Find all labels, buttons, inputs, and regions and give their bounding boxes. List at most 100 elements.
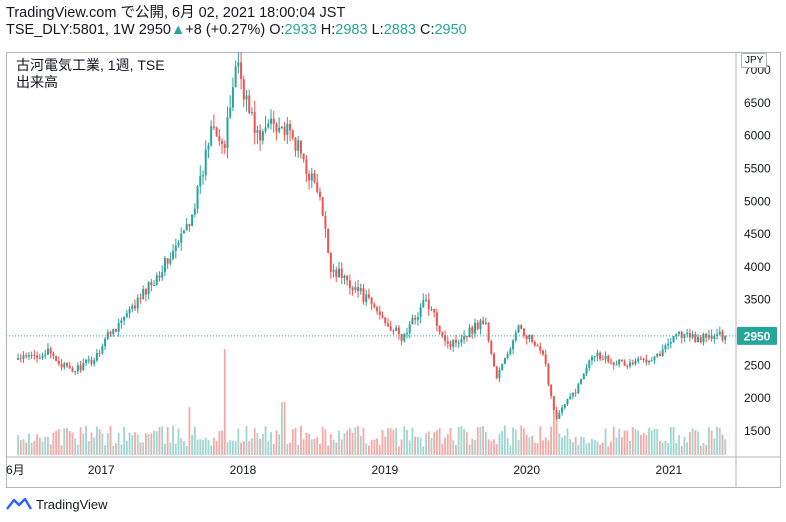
volume-bar [574,436,577,455]
candle-body [512,340,515,350]
candle-body [414,317,417,320]
volume-bar [498,433,501,455]
candle-body [582,373,585,380]
candle-body [694,334,697,343]
volume-bar [721,434,724,455]
candle-body [313,173,316,183]
candle-body [299,140,302,154]
candle-body [346,275,349,281]
volume-bar [563,435,566,455]
candle-body [658,353,661,356]
candle-body [601,359,604,361]
volume-bar [204,437,207,455]
volume-bar [607,446,610,455]
candle-body [677,331,680,334]
candle-body [44,354,47,356]
volume-bar [487,439,490,455]
volume-bar [253,428,256,455]
candle-body [68,365,71,369]
candle-body [161,272,164,278]
volume-bar [28,433,30,455]
volume-bar [629,440,631,455]
chart-canvas[interactable]: 1500200025003000350040004500500055006000… [6,52,781,488]
candle-body [609,361,612,363]
volume-bar [264,426,267,455]
candle-body [517,325,520,333]
volume-bar [370,439,373,455]
candle-body [55,355,58,361]
candle-body [506,354,509,359]
candle-body [433,308,436,313]
candle-body [473,322,476,334]
candle-body [688,332,691,338]
candle-body [444,335,447,342]
candle-body [471,327,474,334]
candle-body [563,404,566,408]
volume-bar [501,431,504,455]
candle-body [46,348,49,355]
volume-bar [294,427,297,455]
volume-bar [338,430,340,455]
candle-body [215,127,218,137]
candle-body [19,358,22,360]
volume-bar [68,430,71,455]
volume-bar [582,437,585,455]
volume-bar [482,426,485,455]
volume-bar [98,429,101,455]
volume-bar [460,426,463,455]
candle-body [566,398,569,405]
candle-body [427,299,430,310]
candle-body [561,407,564,413]
volume-bar [155,431,158,455]
currency-button[interactable]: JPY [741,53,768,68]
candle-body [376,307,379,312]
volume-bar [444,437,446,455]
volume-bar [172,425,174,455]
candle-body [104,338,107,347]
volume-bar [22,439,25,455]
volume-bar [479,426,482,455]
candle-body [153,285,156,287]
candle-body [476,322,479,329]
x-tick-label: 2019 [371,463,398,477]
candle-body [400,333,403,341]
candle-body [381,314,384,318]
volume-bar [319,443,321,455]
candle-body [280,126,283,129]
volume-bar [514,429,517,455]
candle-body [509,349,512,355]
candle-body [503,358,506,364]
volume-bar [79,427,82,455]
volume-bar [25,442,28,455]
candle-body [623,361,626,366]
candle-body [691,334,694,338]
volume-bar [125,440,128,455]
volume-bar [106,432,109,455]
candle-body [533,341,536,346]
volume-bar [308,433,310,455]
volume-bar [256,433,259,455]
candle-body [221,140,224,145]
candle-body [17,358,20,360]
candle-body [229,107,232,118]
candle-body [226,117,229,148]
volume-bar [392,429,395,455]
candle-body [321,197,324,216]
volume-bar [251,438,253,455]
volume-bar [136,434,139,455]
volume-bar [509,445,512,455]
candle-body [117,322,120,332]
candle-body [79,365,82,371]
candle-body [359,288,362,292]
footer-brand[interactable]: TradingView [6,494,108,514]
volume-bar [683,436,686,455]
candle-body [49,348,52,354]
volume-bar [351,433,354,455]
candle-body [120,320,123,323]
candle-body [588,360,591,368]
candle-body [310,173,313,181]
volume-bar [316,436,319,455]
candle-body [172,251,175,259]
volume-bar [455,444,457,455]
volume-bar [419,437,422,455]
